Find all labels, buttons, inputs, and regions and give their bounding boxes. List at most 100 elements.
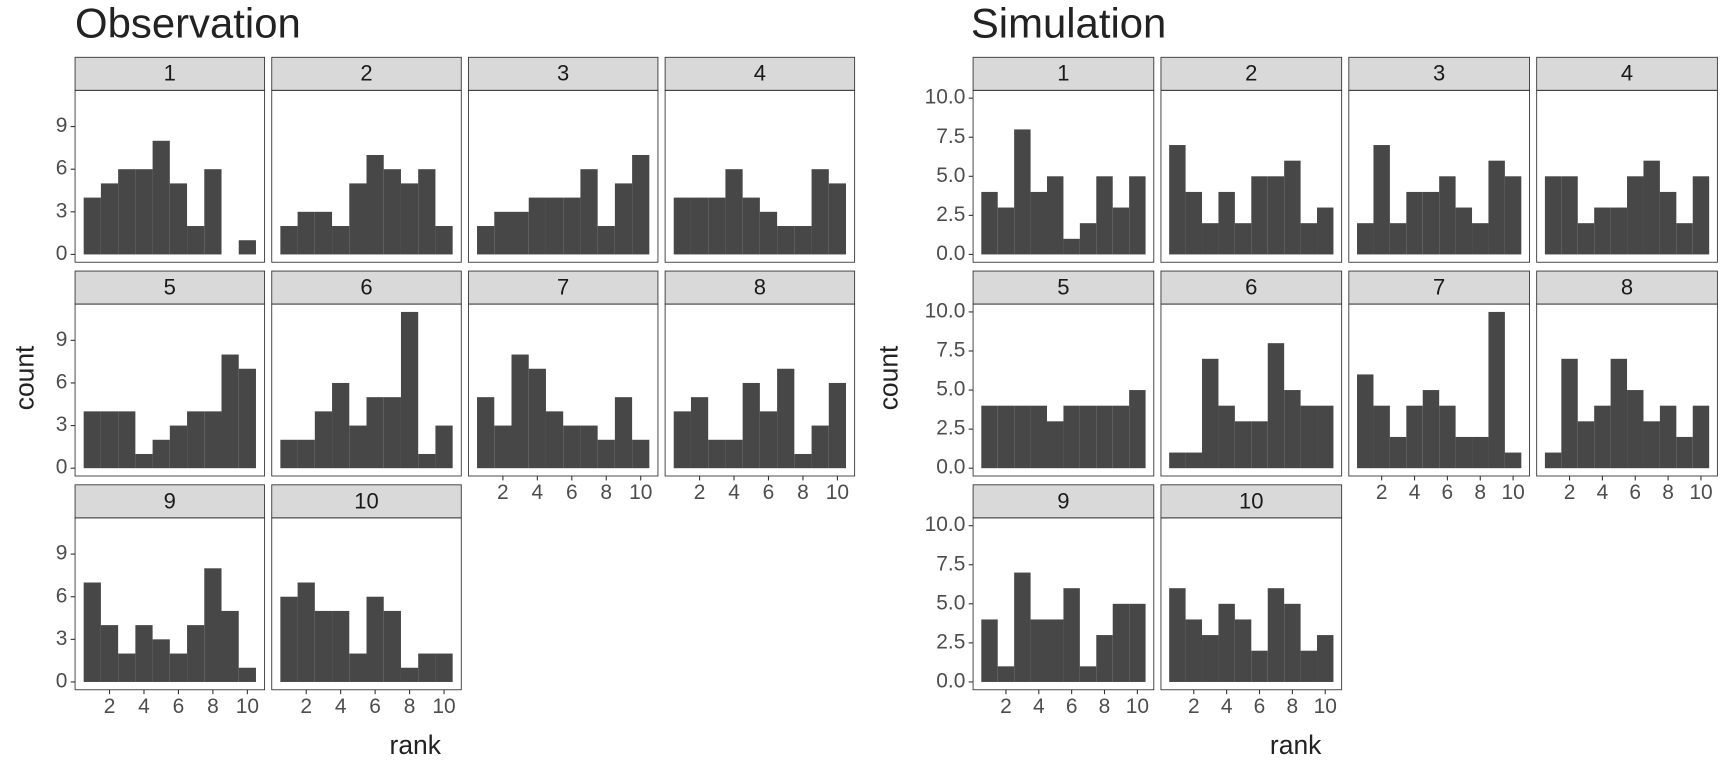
histogram-bar bbox=[614, 397, 633, 469]
strip bbox=[1348, 56, 1530, 91]
histogram-bar bbox=[1544, 452, 1562, 469]
panel-border bbox=[1160, 303, 1343, 477]
strip bbox=[972, 56, 1155, 91]
histogram-bar bbox=[118, 411, 136, 469]
histogram-bar bbox=[1389, 223, 1407, 255]
histogram-bar bbox=[1406, 405, 1423, 469]
histogram-bar bbox=[1544, 176, 1562, 255]
y-tick-label: 0 bbox=[56, 669, 68, 692]
histogram-bar bbox=[314, 411, 333, 469]
strip bbox=[467, 56, 659, 91]
histogram-bar bbox=[580, 425, 598, 469]
histogram-bar bbox=[1373, 405, 1390, 469]
histogram-bar bbox=[511, 354, 529, 469]
histogram-bar bbox=[1047, 176, 1064, 255]
histogram-bar bbox=[1676, 436, 1693, 469]
histogram-bar bbox=[221, 354, 239, 469]
x-tick-label: 6 bbox=[566, 481, 578, 504]
histogram-bar bbox=[135, 453, 153, 469]
facet-panel: 3 bbox=[1348, 56, 1530, 263]
strip bbox=[1160, 270, 1343, 305]
histogram-bar bbox=[83, 411, 101, 469]
y-tick-label: 10.0 bbox=[925, 299, 966, 322]
histogram-bar bbox=[1594, 405, 1611, 469]
histogram-bar bbox=[811, 169, 829, 255]
histogram-bar bbox=[1202, 223, 1219, 255]
y-tick-label: 0 bbox=[56, 242, 68, 265]
histogram-bar bbox=[777, 226, 795, 255]
histogram-bar bbox=[981, 405, 998, 469]
x-tick-label: 8 bbox=[404, 695, 416, 718]
strip bbox=[1160, 56, 1343, 91]
histogram-bar bbox=[435, 226, 453, 255]
histogram-bar bbox=[1692, 176, 1710, 255]
histogram-bar bbox=[1014, 572, 1031, 682]
histogram-bar bbox=[1030, 191, 1048, 255]
x-tick-label: 2 bbox=[497, 481, 509, 504]
histogram-bar bbox=[1659, 191, 1677, 255]
histogram-bar bbox=[828, 183, 847, 255]
histogram-bar bbox=[1030, 619, 1048, 682]
histogram-bar bbox=[1063, 405, 1080, 469]
histogram-bar bbox=[1455, 207, 1473, 255]
histogram-bar bbox=[1202, 358, 1219, 469]
histogram-bar bbox=[1047, 619, 1064, 682]
histogram-bar bbox=[297, 582, 315, 682]
histogram-bar bbox=[1047, 421, 1064, 469]
strip-label: 5 bbox=[1057, 275, 1069, 300]
strip-label: 4 bbox=[1621, 61, 1633, 86]
histogram-bar bbox=[1218, 191, 1235, 255]
histogram-bar bbox=[1063, 588, 1080, 682]
panel-border bbox=[467, 303, 659, 477]
y-tick-label: 9 bbox=[56, 542, 68, 565]
panel-border bbox=[467, 89, 659, 263]
facet-panel: 9 0.0 2.5 5.0 7.5 10.0 2 4 6 8 10 bbox=[925, 484, 1155, 718]
x-tick-label: 2 bbox=[300, 695, 312, 718]
x-tick-label: 10 bbox=[236, 695, 259, 718]
strip bbox=[1536, 270, 1718, 305]
histogram-bar bbox=[238, 667, 256, 682]
histogram-bar bbox=[400, 311, 419, 469]
histogram-bar bbox=[1389, 436, 1407, 469]
histogram-bar bbox=[690, 397, 709, 469]
histogram-bar bbox=[1627, 390, 1644, 469]
strip-label: 4 bbox=[754, 61, 766, 86]
strip-label: 1 bbox=[1057, 61, 1069, 86]
panel-border bbox=[1536, 89, 1718, 263]
histogram-bar bbox=[1267, 588, 1285, 682]
histogram-bar bbox=[152, 439, 170, 469]
x-tick-label: 8 bbox=[1474, 481, 1486, 504]
histogram-bar bbox=[1079, 405, 1097, 469]
histogram-bar bbox=[1112, 603, 1130, 682]
strip-label: 5 bbox=[164, 275, 176, 300]
histogram-bar bbox=[204, 411, 222, 469]
histogram-bar bbox=[1504, 176, 1522, 255]
histogram-bar bbox=[204, 169, 222, 255]
x-tick-label: 4 bbox=[1409, 481, 1421, 504]
histogram-bar bbox=[1251, 176, 1268, 255]
y-tick-label: 2.5 bbox=[936, 630, 965, 653]
strip bbox=[271, 484, 462, 519]
x-tick-label: 8 bbox=[207, 695, 219, 718]
histogram-bar bbox=[597, 439, 615, 469]
facet-panel: 7 2 4 6 8 10 bbox=[1348, 270, 1530, 504]
panel-border bbox=[664, 89, 856, 263]
histogram-bar bbox=[1472, 223, 1489, 255]
histogram-bar bbox=[1317, 207, 1334, 255]
histogram-bar bbox=[811, 425, 829, 469]
facet-panel: 82 4 6 8 10 bbox=[1536, 270, 1718, 504]
histogram-bar bbox=[1030, 405, 1048, 469]
histogram-bar bbox=[1577, 421, 1595, 469]
y-tick-label: 5.0 bbox=[936, 164, 965, 187]
x-tick-label: 4 bbox=[1221, 695, 1233, 718]
x-axis-title: rank bbox=[1270, 730, 1322, 760]
strip-label: 2 bbox=[1245, 61, 1257, 86]
strip-label: 3 bbox=[557, 61, 569, 86]
y-tick-label: 2.5 bbox=[936, 417, 965, 440]
histogram-bar bbox=[1422, 390, 1440, 469]
histogram-bar bbox=[725, 169, 743, 255]
histogram-bar bbox=[238, 368, 256, 469]
histogram-bar bbox=[477, 226, 495, 255]
histogram-bar bbox=[1185, 619, 1203, 682]
